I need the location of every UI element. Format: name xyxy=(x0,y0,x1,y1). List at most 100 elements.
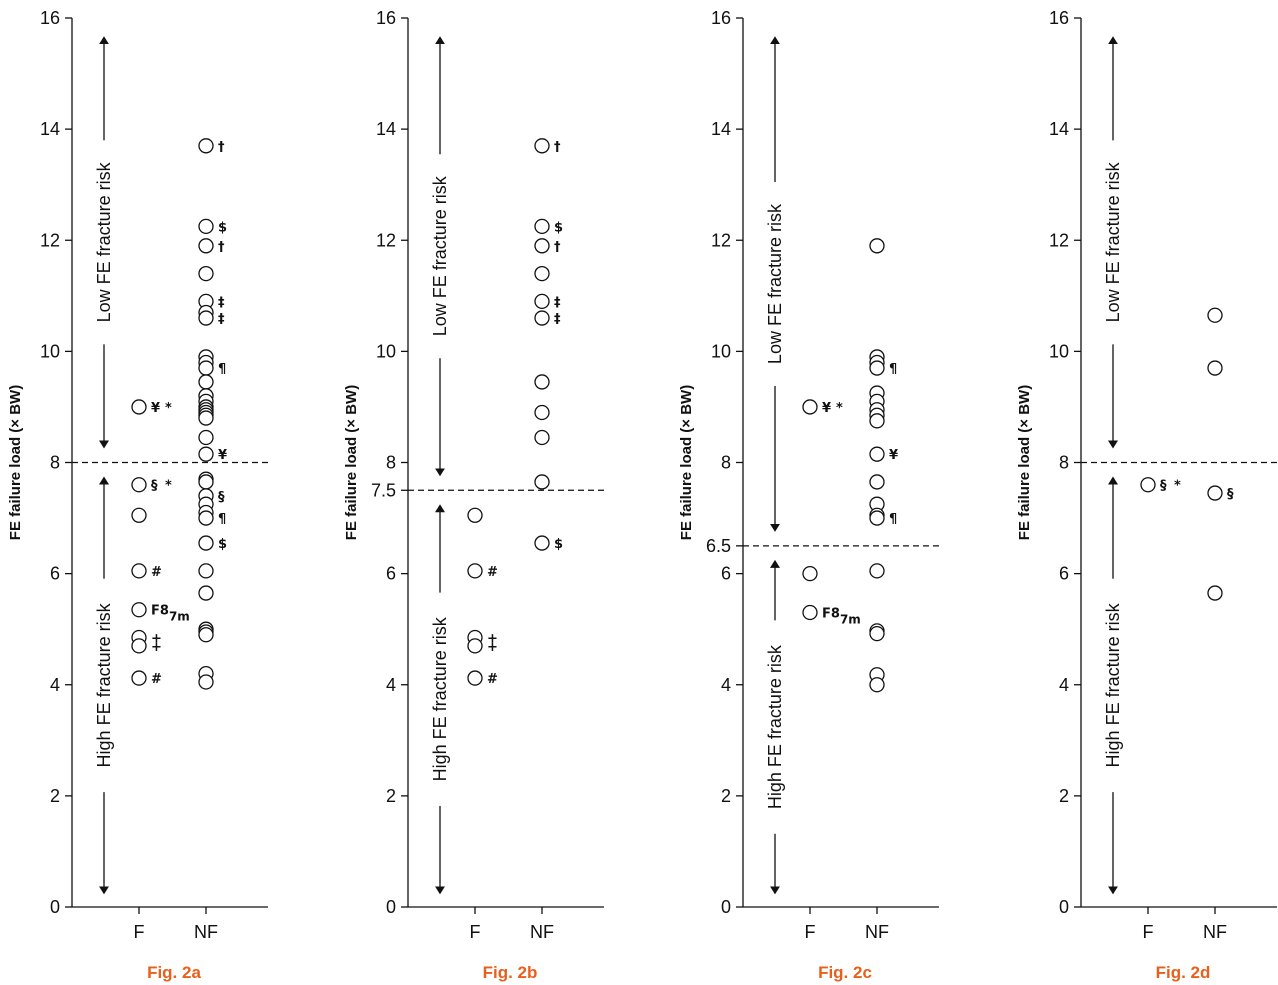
y-axis-label: FE failure load (× BW) xyxy=(7,385,24,540)
data-point xyxy=(131,563,147,579)
y-tick-label: 16 xyxy=(376,8,396,28)
point-marker-secondary: * xyxy=(1174,479,1181,494)
point-marker-secondary: * xyxy=(165,401,172,416)
data-point xyxy=(131,670,147,686)
data-point xyxy=(534,404,550,421)
data-point xyxy=(534,265,550,282)
x-tick-label: F xyxy=(1143,922,1154,942)
data-point xyxy=(1207,360,1223,376)
y-tick-label: 12 xyxy=(376,230,396,250)
point-marker: ¥ xyxy=(218,448,227,463)
point-marker: + xyxy=(487,632,498,647)
data-point xyxy=(534,238,550,254)
chart-panel-3: 0 2 4 6 8 10 12 14 16 F NF FE failure load (× BW) 6.… xyxy=(678,8,943,982)
data-point xyxy=(198,218,214,235)
point-marker: † xyxy=(218,240,225,255)
y-axis-label: FE failure load (× BW) xyxy=(678,385,695,540)
point-marker: $ xyxy=(554,220,563,235)
low-risk-label: Low FE fracture risk xyxy=(765,203,785,364)
data-point xyxy=(131,477,147,493)
y-tick-label: 0 xyxy=(721,897,731,917)
high-risk-label: High FE fracture risk xyxy=(430,616,450,781)
y-tick-label: 14 xyxy=(376,119,396,139)
point-marker: § xyxy=(1160,479,1167,494)
y-tick-label: 6 xyxy=(50,564,60,584)
y-tick-label: 12 xyxy=(711,230,731,250)
data-point xyxy=(198,360,214,376)
chart-panel-1: 0 2 4 6 8 10 12 14 16 F NF FE failure load (× BW) Lo… xyxy=(7,8,272,982)
y-tick-label: 6 xyxy=(721,564,731,584)
point-marker: # xyxy=(487,672,498,687)
point-marker: ‡ xyxy=(554,295,561,310)
point-marker: ‡ xyxy=(218,295,225,310)
point-marker: # xyxy=(151,672,162,687)
data-point xyxy=(869,238,885,254)
data-point xyxy=(869,625,885,642)
data-point xyxy=(467,670,483,686)
data-point xyxy=(198,585,214,601)
y-tick-label: 14 xyxy=(1049,119,1069,139)
x-tick-label: NF xyxy=(1203,922,1227,942)
data-point xyxy=(534,474,550,490)
point-marker: # xyxy=(151,565,162,580)
data-point xyxy=(869,360,885,376)
point-marker: § xyxy=(1227,487,1234,502)
data-point xyxy=(198,563,214,579)
point-marker: ¶ xyxy=(218,512,226,527)
data-point xyxy=(198,310,214,326)
data-point xyxy=(802,565,818,582)
point-marker: + xyxy=(487,640,498,655)
data-point xyxy=(467,507,483,523)
figure-caption: Fig. 2d xyxy=(1156,963,1211,982)
data-point xyxy=(534,429,550,446)
data-point xyxy=(198,238,214,254)
y-tick-label: 10 xyxy=(376,341,396,361)
point-marker-secondary: * xyxy=(165,479,172,494)
y-tick-label: 2 xyxy=(386,786,396,806)
data-point xyxy=(534,138,550,154)
figure-caption: Fig. 2a xyxy=(147,963,201,982)
low-risk-label: Low FE fracture risk xyxy=(430,175,450,336)
point-marker: + xyxy=(151,640,162,655)
low-risk-label: Low FE fracture risk xyxy=(94,161,114,322)
data-point xyxy=(869,446,885,462)
high-risk-label: High FE fracture risk xyxy=(765,644,785,809)
data-point xyxy=(198,265,214,282)
data-point xyxy=(802,399,818,415)
point-marker: ¶ xyxy=(218,362,226,377)
data-point xyxy=(467,563,483,579)
data-point xyxy=(131,638,147,654)
point-marker: † xyxy=(554,140,561,155)
point-marker: ¶ xyxy=(889,512,897,527)
data-point xyxy=(1207,585,1223,601)
y-tick-label: 8 xyxy=(50,453,60,473)
high-risk-label: High FE fracture risk xyxy=(94,602,114,767)
data-point xyxy=(131,602,147,618)
point-marker: ¥ xyxy=(889,448,898,463)
data-point xyxy=(869,413,885,429)
low-risk-label: Low FE fracture risk xyxy=(1103,161,1123,322)
point-marker: F87m xyxy=(151,604,190,624)
y-tick-label: 10 xyxy=(1049,341,1069,361)
x-tick-label: F xyxy=(134,922,145,942)
point-marker: ‡ xyxy=(218,312,225,327)
figure-caption: Fig. 2b xyxy=(483,963,538,982)
y-tick-label: 4 xyxy=(721,675,731,695)
y-axis-label: FE failure load (× BW) xyxy=(343,385,360,540)
y-tick-label: 14 xyxy=(40,119,60,139)
data-point xyxy=(198,627,214,643)
data-point xyxy=(1140,477,1156,493)
figure-caption: Fig. 2c xyxy=(818,963,872,982)
y-tick-label: 8 xyxy=(1059,453,1069,473)
data-point xyxy=(534,535,550,551)
data-point xyxy=(869,474,885,490)
x-tick-label: NF xyxy=(194,922,218,942)
data-point xyxy=(1207,485,1223,501)
point-marker-secondary: * xyxy=(836,401,843,416)
data-point xyxy=(198,410,214,426)
data-point xyxy=(198,429,214,446)
data-point xyxy=(198,510,214,526)
data-point xyxy=(131,399,147,415)
data-point xyxy=(131,507,147,523)
